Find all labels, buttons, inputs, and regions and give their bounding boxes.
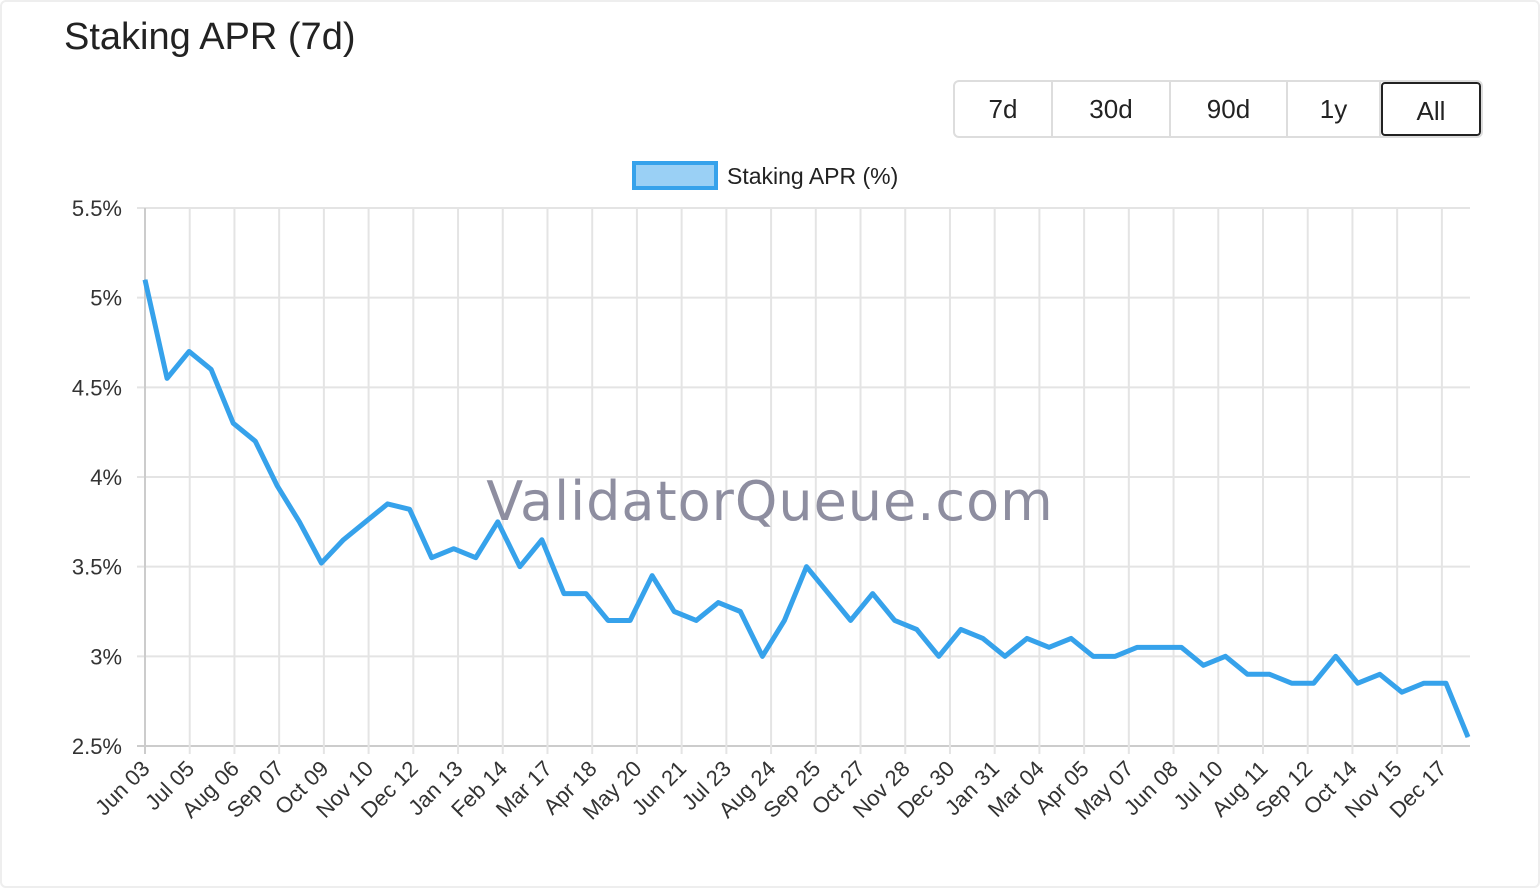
data-point[interactable] — [1070, 637, 1072, 639]
data-point[interactable] — [431, 557, 433, 559]
data-point[interactable] — [1092, 655, 1094, 657]
data-point[interactable] — [1357, 682, 1359, 684]
data-point[interactable] — [607, 619, 609, 621]
data-point[interactable] — [850, 619, 852, 621]
data-point[interactable] — [828, 593, 830, 595]
data-point[interactable] — [1114, 655, 1116, 657]
data-point[interactable] — [232, 422, 234, 424]
data-point[interactable] — [475, 557, 477, 559]
data-point[interactable] — [1180, 646, 1182, 648]
data-point[interactable] — [1026, 637, 1028, 639]
range-button-7d[interactable]: 7d — [955, 82, 1053, 136]
data-point[interactable] — [166, 377, 168, 379]
data-point[interactable] — [1445, 682, 1447, 684]
data-point[interactable] — [541, 539, 543, 541]
data-point[interactable] — [320, 562, 322, 564]
data-point[interactable] — [519, 566, 521, 568]
legend-swatch — [632, 161, 718, 190]
data-point[interactable] — [210, 368, 212, 370]
legend[interactable]: Staking APR (%) — [632, 161, 898, 190]
watermark: ValidatorQueue.com — [486, 470, 1054, 533]
range-button-1y[interactable]: 1y — [1288, 82, 1381, 136]
range-button-30d[interactable]: 30d — [1053, 82, 1171, 136]
data-point[interactable] — [276, 485, 278, 487]
data-point[interactable] — [783, 619, 785, 621]
data-point[interactable] — [254, 440, 256, 442]
data-point[interactable] — [894, 619, 896, 621]
data-point[interactable] — [629, 619, 631, 621]
data-point[interactable] — [1136, 646, 1138, 648]
y-tick-label: 4.5% — [72, 375, 122, 400]
data-point[interactable] — [409, 508, 411, 510]
y-tick-label: 2.5% — [72, 734, 122, 759]
data-point[interactable] — [1423, 682, 1425, 684]
data-point[interactable] — [342, 539, 344, 541]
data-point[interactable] — [563, 593, 565, 595]
data-point[interactable] — [739, 611, 741, 612]
data-point[interactable] — [497, 521, 499, 523]
data-point[interactable] — [144, 279, 146, 281]
data-point[interactable] — [585, 593, 587, 595]
y-tick-label: 3% — [90, 644, 122, 669]
x-tick-label: Jun 03 — [90, 756, 154, 820]
chart-title: Staking APR (7d) — [64, 16, 356, 58]
time-range-selector: 7d 30d 90d 1y All — [953, 80, 1483, 138]
data-point[interactable] — [982, 637, 984, 639]
data-point[interactable] — [1335, 655, 1337, 657]
data-point[interactable] — [1379, 673, 1381, 675]
data-point[interactable] — [916, 628, 918, 630]
y-tick-label: 4% — [90, 465, 122, 490]
data-point[interactable] — [1401, 691, 1403, 693]
data-point[interactable] — [960, 628, 962, 630]
range-button-90d[interactable]: 90d — [1171, 82, 1288, 136]
data-point[interactable] — [1247, 673, 1248, 675]
range-button-all[interactable]: All — [1381, 82, 1481, 136]
data-point[interactable] — [387, 503, 389, 505]
data-point[interactable] — [1048, 646, 1050, 648]
data-point[interactable] — [651, 575, 653, 577]
data-point[interactable] — [717, 602, 719, 604]
data-point[interactable] — [453, 548, 455, 550]
y-tick-label: 5.5% — [72, 196, 122, 221]
data-point[interactable] — [806, 566, 807, 568]
data-point[interactable] — [938, 655, 940, 657]
data-point[interactable] — [1004, 655, 1006, 657]
y-tick-label: 5% — [90, 286, 122, 311]
data-point[interactable] — [1291, 682, 1293, 684]
data-point[interactable] — [1202, 664, 1204, 666]
data-point[interactable] — [673, 611, 675, 612]
data-point[interactable] — [1269, 673, 1271, 675]
data-point[interactable] — [365, 521, 366, 523]
data-point[interactable] — [1313, 682, 1315, 684]
data-point[interactable] — [761, 655, 763, 657]
data-point[interactable] — [695, 619, 697, 621]
data-point[interactable] — [1158, 646, 1160, 648]
data-point[interactable] — [298, 521, 300, 523]
legend-label: Staking APR (%) — [727, 163, 898, 189]
data-point[interactable] — [1224, 655, 1226, 657]
data-point[interactable] — [872, 593, 874, 595]
y-tick-label: 3.5% — [72, 555, 122, 580]
data-point[interactable] — [188, 350, 190, 352]
data-point[interactable] — [1467, 736, 1469, 738]
